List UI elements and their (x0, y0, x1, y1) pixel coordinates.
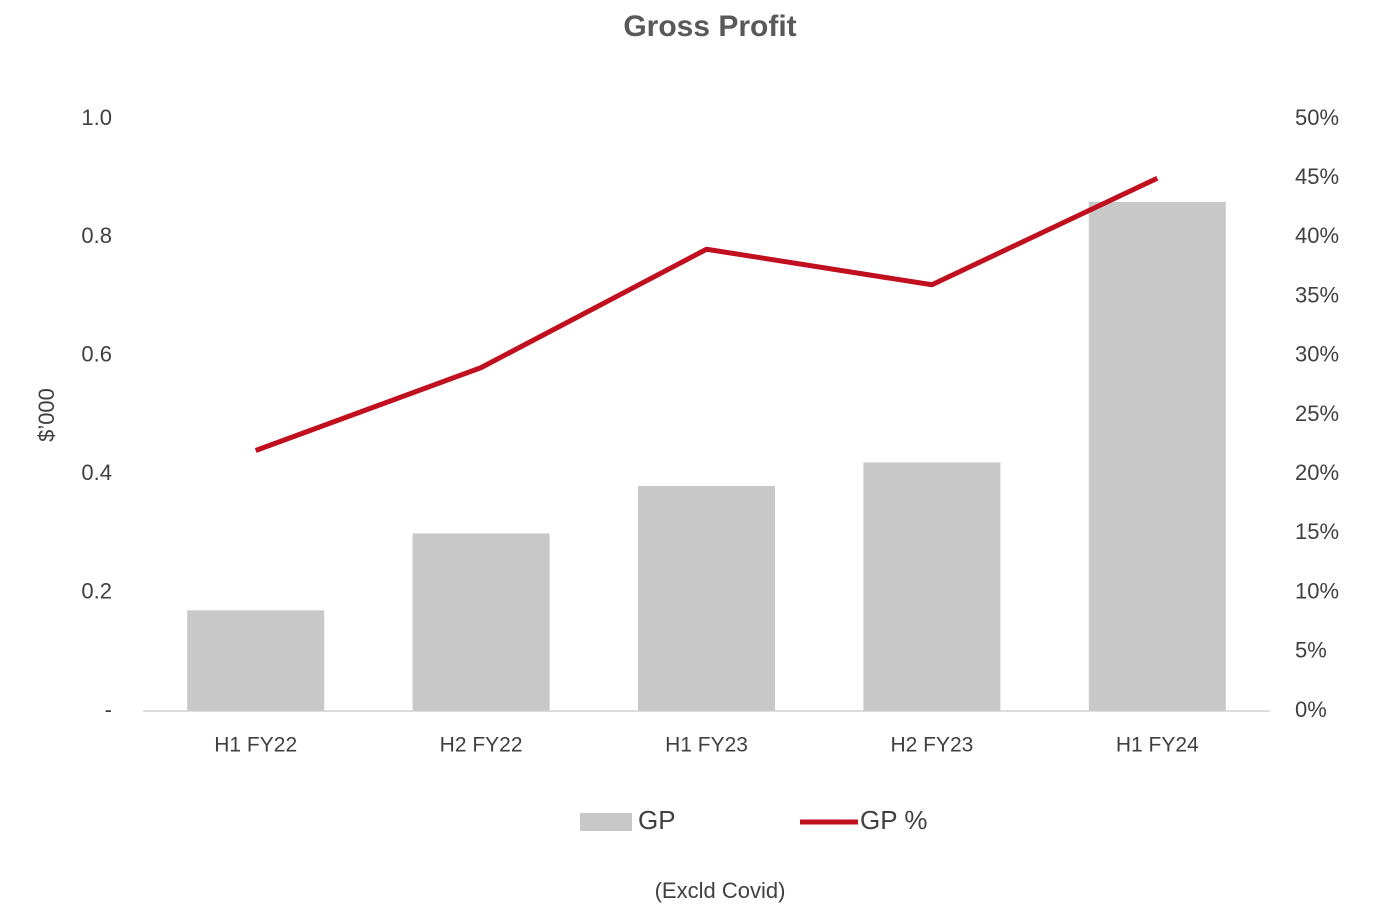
y-tick-label: 0.2 (81, 578, 112, 603)
y-tick-label: 0.6 (81, 342, 112, 367)
y2-tick-label: 20% (1295, 460, 1339, 485)
x-tick-label: H2 FY23 (890, 734, 973, 757)
y2-tick-label: 45% (1295, 164, 1339, 189)
y2-tick-label: 25% (1295, 401, 1339, 426)
y-tick-label: 0.4 (81, 460, 112, 485)
bar (1088, 201, 1226, 711)
y2-tick-label: 10% (1295, 578, 1339, 603)
line (254, 175, 1159, 453)
y-tick-label: 0.8 (81, 223, 112, 248)
bar (187, 610, 325, 711)
x-tick-label: H1 FY23 (665, 734, 748, 757)
x-tick-label: H1 FY24 (1116, 734, 1199, 757)
legend-label: GP (638, 805, 676, 835)
y2-tick-label: 0% (1295, 697, 1327, 722)
x-tick-label: H1 FY22 (214, 734, 297, 757)
y2-tick-label: 50% (1295, 105, 1339, 130)
y-tick-label: - (105, 697, 112, 722)
annotation: (Excld Covid) (655, 878, 786, 903)
chart-title: Gross Profit (623, 10, 796, 43)
y-axis-label: $’000 (34, 388, 59, 442)
x-tick-label: H2 FY22 (440, 734, 523, 757)
legend-swatch (580, 813, 632, 831)
bar (638, 486, 775, 711)
y2-tick-label: 5% (1295, 638, 1327, 663)
y-tick-label: 1.0 (81, 105, 112, 130)
y2-tick-label: 15% (1295, 519, 1339, 544)
bar (412, 533, 550, 711)
y2-tick-label: 35% (1295, 282, 1339, 307)
legend-label: GP % (860, 805, 927, 835)
y2-tick-label: 30% (1295, 342, 1339, 367)
y2-tick-label: 40% (1295, 223, 1339, 248)
bar (863, 462, 1001, 711)
